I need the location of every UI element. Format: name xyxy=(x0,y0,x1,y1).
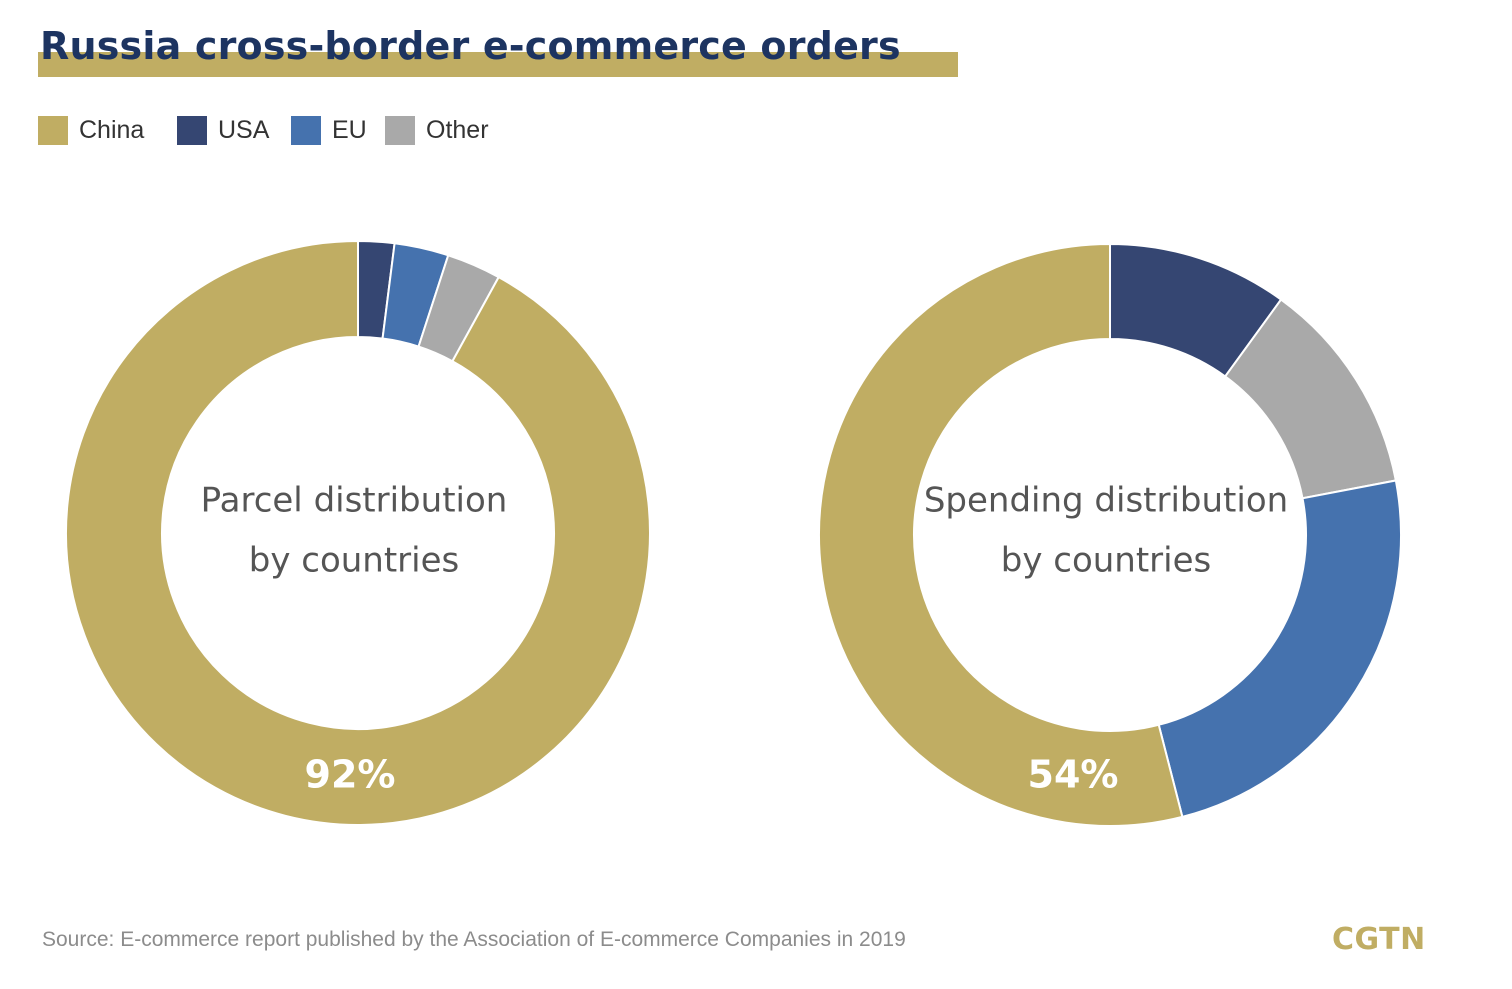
legend-label-china: China xyxy=(79,116,145,144)
slice-eu xyxy=(1157,479,1402,819)
slice-china xyxy=(818,242,1184,827)
cgtn-logo: CGTN xyxy=(1332,922,1426,957)
chart-title: Russia cross-border e-commerce orders xyxy=(40,24,901,68)
center-label-line-2: by countries xyxy=(249,541,460,581)
highlight-value-label: 54% xyxy=(1028,753,1119,797)
legend-swatch-usa xyxy=(177,116,207,145)
slice-china xyxy=(65,239,652,826)
donut-chart-1: Parcel distribution by countries 92% xyxy=(65,239,652,826)
legend-label-usa: USA xyxy=(218,116,270,144)
legend-swatch-china xyxy=(38,116,68,145)
legend-label-other: Other xyxy=(426,116,489,144)
donut-chart-2: Spending distribution by countries 54% xyxy=(818,242,1402,827)
center-label-line-2: by countries xyxy=(1001,541,1212,581)
legend-swatch-other xyxy=(385,116,415,145)
highlight-value-label: 92% xyxy=(305,753,396,797)
center-label-line-1: Parcel distribution xyxy=(201,481,508,521)
legend-swatch-eu xyxy=(291,116,321,145)
source-note: Source: E-commerce report published by t… xyxy=(42,928,906,951)
legend-label-eu: EU xyxy=(332,116,367,144)
center-label-line-1: Spending distribution xyxy=(924,481,1288,521)
title-accent-bar xyxy=(38,52,958,77)
